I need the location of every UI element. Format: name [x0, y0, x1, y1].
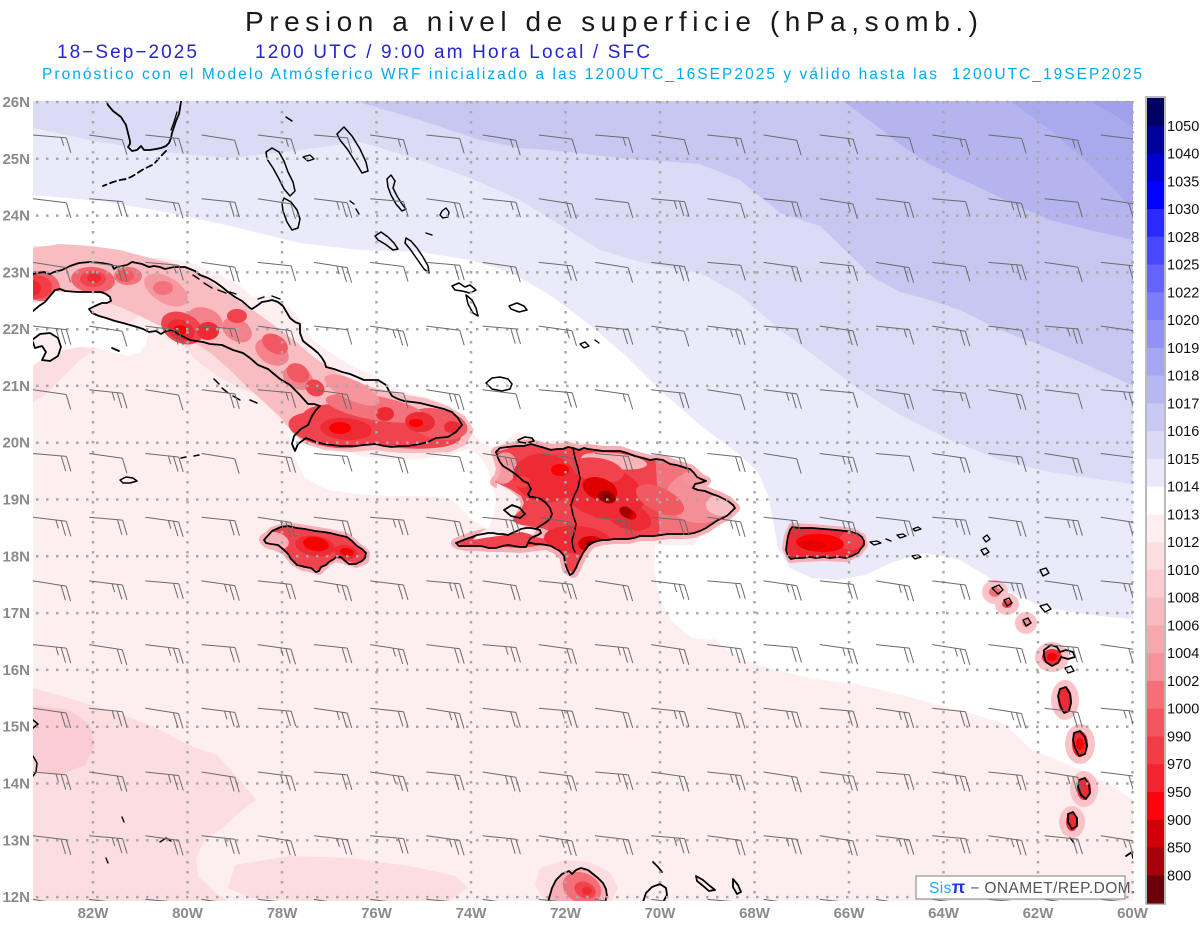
svg-text:1015: 1015 — [1167, 452, 1199, 468]
svg-text:72W: 72W — [550, 905, 582, 922]
svg-text:1012: 1012 — [1167, 535, 1199, 551]
svg-text:950: 950 — [1167, 785, 1191, 801]
svg-text:20N: 20N — [2, 435, 30, 452]
svg-text:800: 800 — [1167, 868, 1191, 884]
svg-text:1006: 1006 — [1167, 618, 1199, 634]
svg-text:24N: 24N — [2, 208, 30, 225]
svg-text:1017: 1017 — [1167, 396, 1199, 412]
svg-text:70W: 70W — [645, 905, 677, 922]
svg-text:1020: 1020 — [1167, 313, 1199, 329]
svg-text:82W: 82W — [78, 905, 110, 922]
svg-text:1002: 1002 — [1167, 674, 1199, 690]
svg-text:26N: 26N — [2, 94, 30, 111]
svg-text:66W: 66W — [834, 905, 866, 922]
svg-text:23N: 23N — [2, 264, 30, 281]
svg-text:13N: 13N — [2, 832, 30, 849]
svg-text:64W: 64W — [928, 905, 960, 922]
svg-text:19N: 19N — [2, 492, 30, 509]
svg-text:1040: 1040 — [1167, 147, 1199, 163]
svg-text:1016: 1016 — [1167, 424, 1199, 440]
svg-text:1004: 1004 — [1167, 646, 1199, 662]
svg-text:22N: 22N — [2, 321, 30, 338]
svg-text:15N: 15N — [2, 719, 30, 736]
svg-text:1018: 1018 — [1167, 369, 1199, 385]
svg-text:1200 UTC / 9:00 am Hora Local: 1200 UTC / 9:00 am Hora Local / SFC — [255, 42, 650, 63]
svg-text:74W: 74W — [456, 905, 488, 922]
svg-text:25N: 25N — [2, 151, 30, 168]
svg-text:18N: 18N — [2, 548, 30, 565]
svg-text:900: 900 — [1167, 813, 1191, 829]
svg-text:18−Sep−2025: 18−Sep−2025 — [57, 42, 197, 63]
svg-text:Pronóstico con el Modelo Atmós: Pronóstico con el Modelo Atmósferico WRF… — [42, 66, 1142, 83]
svg-text:12N: 12N — [2, 889, 30, 906]
svg-text:16N: 16N — [2, 662, 30, 679]
svg-text:1013: 1013 — [1167, 507, 1199, 523]
svg-text:14N: 14N — [2, 776, 30, 793]
svg-text:1010: 1010 — [1167, 563, 1199, 579]
svg-text:62W: 62W — [1023, 905, 1055, 922]
svg-text:990: 990 — [1167, 730, 1191, 746]
svg-text:970: 970 — [1167, 757, 1191, 773]
svg-text:Presion a nivel de superficie: Presion a nivel de superficie (hPa,somb.… — [245, 6, 978, 37]
svg-text:1035: 1035 — [1167, 174, 1199, 190]
svg-text:1030: 1030 — [1167, 202, 1199, 218]
svg-text:1050: 1050 — [1167, 119, 1199, 135]
svg-text:850: 850 — [1167, 841, 1191, 857]
svg-text:78W: 78W — [267, 905, 299, 922]
svg-text:1022: 1022 — [1167, 285, 1199, 301]
svg-text:21N: 21N — [2, 378, 30, 395]
svg-text:1025: 1025 — [1167, 258, 1199, 274]
svg-text:1000: 1000 — [1167, 702, 1199, 718]
svg-text:1028: 1028 — [1167, 230, 1199, 246]
svg-text:1008: 1008 — [1167, 591, 1199, 607]
svg-text:Sisπ − ONAMET/REP.DOM.: Sisπ − ONAMET/REP.DOM. — [929, 877, 1136, 897]
svg-text:68W: 68W — [739, 905, 771, 922]
svg-text:1014: 1014 — [1167, 480, 1199, 496]
svg-text:76W: 76W — [361, 905, 393, 922]
svg-text:80W: 80W — [172, 905, 204, 922]
svg-text:1019: 1019 — [1167, 341, 1199, 357]
svg-text:17N: 17N — [2, 605, 30, 622]
svg-text:60W: 60W — [1117, 905, 1149, 922]
